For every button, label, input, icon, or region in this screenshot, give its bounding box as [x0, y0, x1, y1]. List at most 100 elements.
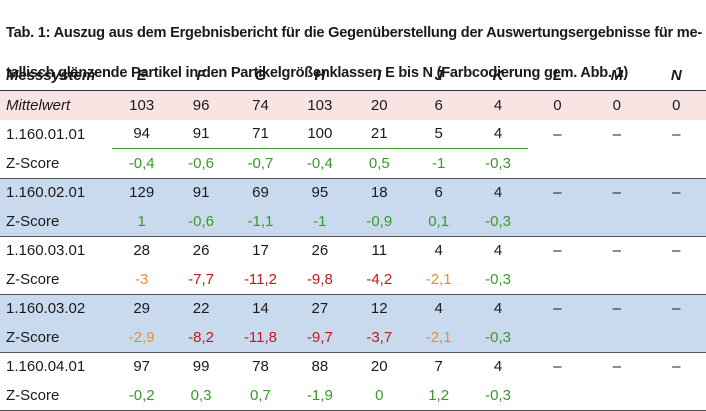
header-cell: I [349, 61, 409, 91]
empty-cell [646, 148, 706, 179]
value-cell: – [646, 178, 706, 207]
zscore-cell: 0,3 [171, 381, 231, 411]
header-cell: Messsystem [0, 61, 112, 91]
system-name: 1.160.03.02 [0, 294, 112, 323]
value-cell: 18 [349, 178, 409, 207]
value-cell: 99 [192, 358, 210, 376]
empty-cell [527, 207, 588, 237]
mean-cell: 103 [290, 90, 350, 120]
zscore-row: Z-Score 1 -0,6 -1,1 -1 -0,9 0,1 -0,3 [0, 207, 706, 237]
zscore-label: Z-Score [0, 265, 112, 295]
zscore-cell: -0,9 [349, 207, 409, 237]
mean-cell: 96 [171, 90, 231, 120]
zscore-cell: 0 [349, 381, 409, 411]
zscore-cell: -7,7 [171, 265, 231, 295]
value-cell: 22 [171, 294, 231, 323]
system-name: 1.160.03.01 [6, 242, 86, 260]
empty-cell [527, 148, 588, 179]
zscore-cell: -8,2 [171, 323, 231, 353]
value-cell: 97 [133, 358, 151, 376]
zscore-cell: -0,4 [112, 148, 172, 179]
zscore-row: Z-Score -0,2 0,3 0,7 -1,9 0 1,2 -0,3 [0, 381, 706, 411]
zscore-label: Z-Score [0, 323, 112, 353]
value-cell: – [672, 125, 681, 143]
zscore-label: Z-Score [0, 381, 112, 411]
mean-cell: 4 [468, 90, 528, 120]
value-cell: 91 [171, 178, 231, 207]
header-cell: K [468, 61, 528, 91]
zscore-cell: -0,3 [468, 265, 528, 295]
value-cell: – [527, 294, 588, 323]
value-cell: 21 [370, 125, 388, 143]
value-cell: – [612, 125, 621, 143]
zscore-cell: -2,1 [408, 265, 469, 295]
system-name: 1.160.01.01 [6, 125, 86, 143]
value-cell: 27 [290, 294, 350, 323]
system-row: 1.160.03.01 28 26 17 26 11 4 4 – – – [0, 236, 706, 265]
value-cell: – [612, 358, 621, 376]
zscore-cell: -0,6 [171, 148, 231, 179]
mean-cell: 0 [527, 90, 588, 120]
system-row: 1.160.02.01 129 91 69 95 18 6 4– – – [0, 178, 706, 207]
mean-cell: 103 [112, 90, 172, 120]
empty-cell [587, 207, 647, 237]
zscore-cell: -0,3 [468, 323, 528, 353]
header-cell: F [171, 61, 231, 91]
value-cell: – [587, 178, 647, 207]
zscore-cell: -9,8 [290, 265, 350, 295]
value-cell: – [646, 294, 706, 323]
value-cell: – [527, 178, 588, 207]
mean-cell: 0 [587, 90, 647, 120]
zscore-cell: -2,1 [408, 323, 469, 353]
empty-cell [527, 323, 588, 353]
zscore-label: Z-Score [0, 207, 112, 237]
zscore-cell: -3 [112, 265, 172, 295]
value-cell: 4 [408, 294, 469, 323]
value-cell: 4 [468, 178, 528, 207]
value-cell: 129 [112, 178, 172, 207]
header-cell: J [408, 61, 469, 91]
value-cell: 71 [252, 125, 269, 143]
zscore-cell: 0,7 [230, 381, 291, 411]
value-cell: 26 [311, 242, 329, 260]
value-cell: 11 [371, 242, 388, 260]
empty-cell [646, 265, 706, 295]
zscore-label: Z-Score [0, 148, 112, 179]
empty-cell [587, 148, 647, 179]
empty-cell [527, 265, 588, 295]
empty-cell [587, 381, 647, 411]
zscore-cell: -1 [290, 207, 350, 237]
zscore-cell: -0,7 [230, 148, 291, 179]
value-cell: 28 [133, 242, 151, 260]
zscore-cell: 1 [112, 207, 172, 237]
value-cell: 26 [192, 242, 210, 260]
system-name: 1.160.02.01 [0, 178, 112, 207]
results-table: Messsystem E F G H I J K L M N Mittelwer… [0, 61, 706, 411]
value-cell: 4 [493, 125, 503, 143]
header-cell: N [646, 61, 706, 91]
value-cell: 17 [252, 242, 269, 260]
value-cell: 95 [290, 178, 350, 207]
header-cell: L [527, 61, 588, 91]
value-cell: 7 [434, 358, 443, 376]
zscore-cell: -0,6 [171, 207, 231, 237]
value-cell: – [612, 242, 621, 260]
zscore-cell: -11,8 [230, 323, 291, 353]
value-cell: – [553, 125, 562, 143]
zscore-cell: -0,2 [112, 381, 172, 411]
zscore-cell: -1,1 [230, 207, 291, 237]
empty-cell [587, 323, 647, 353]
header-cell: M [587, 61, 647, 91]
value-cell: 4 [493, 242, 503, 260]
zscore-row: Z-Score -2,9 -8,2 -11,8 -9,7 -3,7 -2,1 -0,3 [0, 323, 706, 353]
empty-cell [587, 265, 647, 295]
value-cell: – [553, 358, 562, 376]
zscore-cell: 0,1 [408, 207, 469, 237]
value-cell: – [587, 294, 647, 323]
value-cell: 6 [408, 178, 469, 207]
value-cell: 20 [370, 358, 388, 376]
mean-cell: 20 [349, 90, 409, 120]
header-cell: H [290, 61, 350, 91]
zscore-cell: -0,3 [468, 207, 528, 237]
value-cell: 100 [307, 125, 333, 143]
